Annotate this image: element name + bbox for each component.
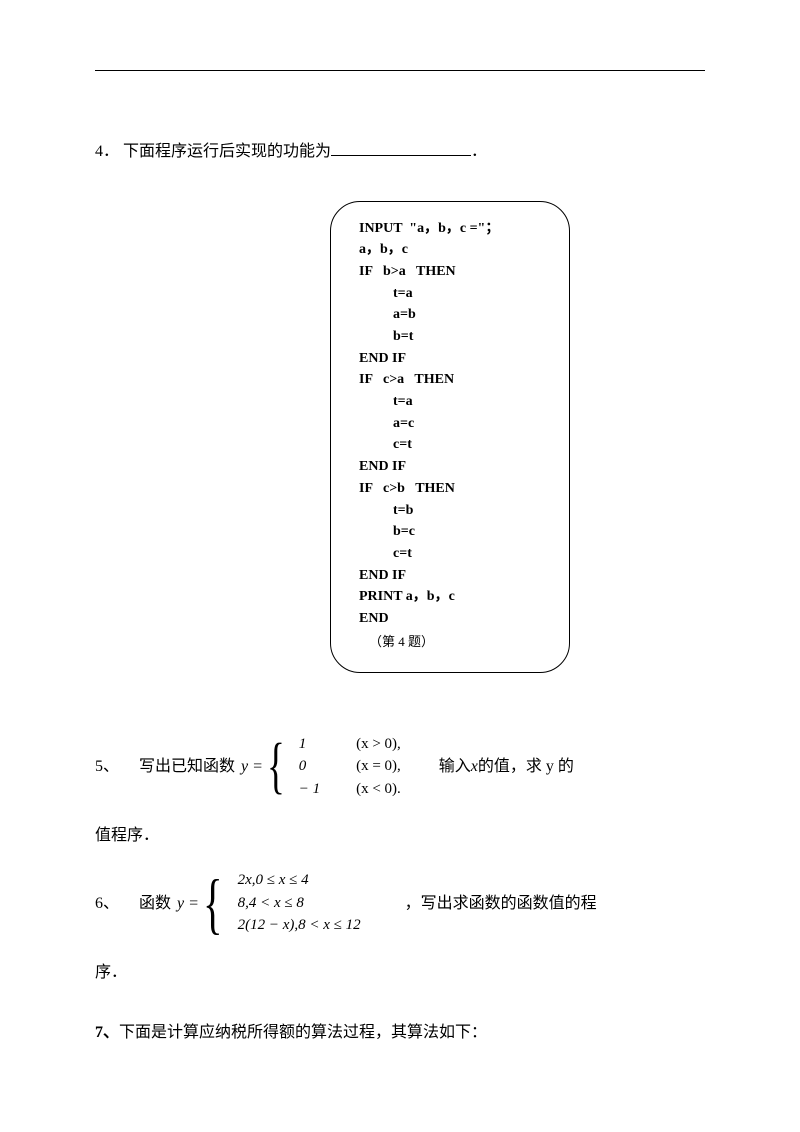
code-box-container: INPUT "a，b，c ="； a，b，c IF b>a THEN t=a a…: [195, 201, 705, 673]
piecewise-cases: 2x,0 ≤ x ≤ 4 8,4 < x ≤ 8 2(12 − x),8 < x…: [238, 869, 369, 937]
q5-row: 5、 写出已知函数 y = { 1(x > 0), 0(x = 0), − 1(…: [95, 733, 705, 801]
q7-text: 下面是计算应纳税所得额的算法过程，其算法如下：: [119, 1024, 487, 1041]
q6-tail: ，写出求函数的函数值的程: [405, 886, 597, 921]
question-4: 4． 下面程序运行后实现的功能为 ．: [95, 139, 705, 165]
code-line: a=c: [359, 413, 541, 435]
question-6: 6、 函数 y = { 2x,0 ≤ x ≤ 4 8,4 < x ≤ 8 2(1…: [95, 869, 705, 990]
case-line: 2(12 − x),8 < x ≤ 12: [238, 914, 369, 937]
code-line: c=t: [359, 434, 541, 456]
q6-continuation: 序．: [95, 955, 705, 990]
q6-lead: 函数: [139, 886, 171, 921]
q6-row: 6、 函数 y = { 2x,0 ≤ x ≤ 4 8,4 < x ≤ 8 2(1…: [95, 869, 705, 937]
code-line: IF c>b THEN: [359, 478, 541, 500]
q4-number: 4．: [95, 143, 119, 160]
question-7: 7、下面是计算应纳税所得额的算法过程，其算法如下：: [95, 1018, 705, 1042]
code-line: IF c>a THEN: [359, 369, 541, 391]
func-lhs: y =: [241, 749, 267, 784]
code-line: b=t: [359, 326, 541, 348]
q4-text-before: 下面程序运行后实现的功能为: [123, 143, 331, 160]
case-cond: (x > 0),: [328, 733, 409, 756]
left-brace-icon: {: [203, 876, 224, 930]
code-line: END IF: [359, 348, 541, 370]
case-line: 8,4 < x ≤ 8: [238, 892, 369, 915]
q5-tail: 输入x的值，求 y 的: [439, 749, 574, 784]
code-line: PRINT a，b，c: [359, 586, 541, 608]
pseudocode-box: INPUT "a，b，c ="； a，b，c IF b>a THEN t=a a…: [330, 201, 570, 673]
top-horizontal-rule: [95, 70, 705, 71]
case-line: 2x,0 ≤ x ≤ 4: [238, 869, 369, 892]
q5-tail2: 的值，求 y 的: [478, 758, 574, 775]
question-5: 5、 写出已知函数 y = { 1(x > 0), 0(x = 0), − 1(…: [95, 733, 705, 854]
var-x: x: [471, 758, 478, 775]
code-line: t=a: [359, 391, 541, 413]
left-brace-icon: {: [267, 742, 286, 792]
code-line: IF b>a THEN: [359, 261, 541, 283]
piecewise-function: y = { 1(x > 0), 0(x = 0), − 1(x < 0).: [241, 733, 409, 801]
code-caption: （第 4 题）: [359, 630, 541, 652]
case-cond: (x < 0).: [328, 778, 409, 801]
code-line: INPUT "a，b，c ="；: [359, 218, 541, 240]
code-line: t=a: [359, 283, 541, 305]
q5-tail1: 输入: [439, 758, 471, 775]
code-line: c=t: [359, 543, 541, 565]
blank-fill-line: [331, 140, 471, 156]
code-line: t=b: [359, 500, 541, 522]
case-val: 1: [299, 733, 328, 756]
piecewise-cases: 1(x > 0), 0(x = 0), − 1(x < 0).: [299, 733, 409, 801]
code-line: END: [359, 608, 541, 630]
func-lhs: y =: [177, 886, 203, 921]
case-val: − 1: [299, 778, 328, 801]
q4-text-after: ．: [471, 143, 487, 160]
q6-number: 6、: [95, 886, 119, 921]
code-line: b=c: [359, 521, 541, 543]
code-line: a=b: [359, 304, 541, 326]
case-val: 0: [299, 755, 328, 778]
q5-continuation: 值程序．: [95, 818, 705, 853]
q5-lead: 写出已知函数: [139, 749, 235, 784]
document-page: 4． 下面程序运行后实现的功能为 ． INPUT "a，b，c ="； a，b，c…: [0, 0, 800, 1082]
code-line: a，b，c: [359, 239, 541, 261]
code-line: END IF: [359, 456, 541, 478]
q7-number: 7、: [95, 1024, 119, 1041]
code-line: END IF: [359, 565, 541, 587]
piecewise-function: y = { 2x,0 ≤ x ≤ 4 8,4 < x ≤ 8 2(12 − x)…: [177, 869, 369, 937]
case-cond: (x = 0),: [328, 755, 409, 778]
q5-number: 5、: [95, 749, 119, 784]
